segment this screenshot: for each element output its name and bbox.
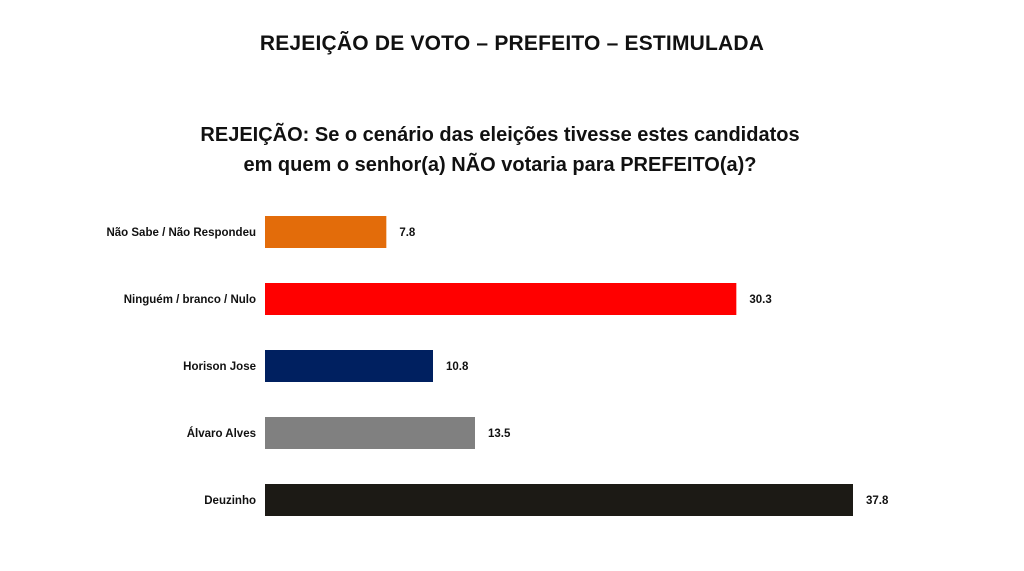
category-label: Deuzinho — [204, 495, 256, 507]
category-label: Não Sabe / Não Respondeu — [106, 227, 256, 239]
value-label: 13.5 — [488, 428, 511, 440]
value-label: 10.8 — [446, 361, 469, 373]
value-label: 30.3 — [749, 294, 771, 306]
bar — [265, 283, 737, 315]
category-label: Álvaro Alves — [187, 427, 256, 440]
bar — [265, 216, 387, 248]
bars-layer: Não Sabe / Não Respondeu 7.8 Ninguém / bra… — [106, 216, 889, 516]
category-label: Ninguém / branco / Nulo — [124, 294, 256, 306]
question-line-2: em quem o senhor(a) NÃO votaria para PRE… — [243, 154, 757, 176]
page-title: REJEIÇÃO DE VOTO – PREFEITO – ESTIMULADA — [259, 32, 765, 55]
question-line-1: REJEIÇÃO: Se o cenário das eleições tive… — [200, 124, 800, 146]
bar — [265, 484, 853, 516]
category-label: Horison Jose — [183, 361, 256, 373]
value-label: 37.8 — [866, 495, 889, 507]
bar — [265, 350, 433, 382]
value-label: 7.8 — [399, 227, 416, 239]
bar — [265, 417, 475, 449]
question-text: REJEIÇÃO: Se o cenário das eleições tive… — [150, 120, 850, 180]
